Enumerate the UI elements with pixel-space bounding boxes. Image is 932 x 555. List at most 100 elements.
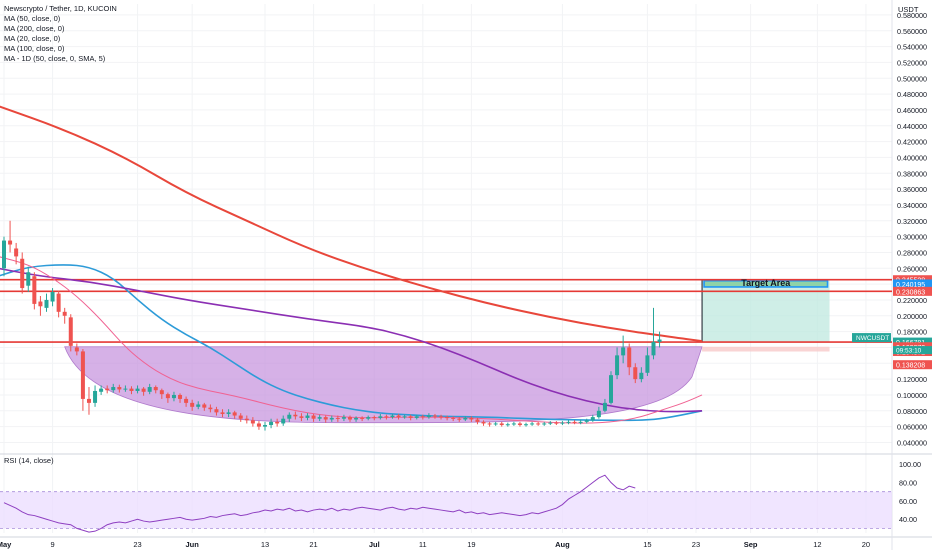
candle-body: [390, 415, 395, 418]
candle-body: [487, 423, 492, 425]
symbol-tag-box: [852, 333, 891, 343]
time-tick-label: 23: [133, 540, 141, 549]
candle-body: [111, 387, 116, 391]
stop-zone: [702, 346, 830, 352]
price-tick-label: 0.200000: [897, 312, 927, 321]
candle-body: [80, 351, 85, 399]
candle-body: [123, 388, 128, 390]
candle-body: [232, 412, 237, 416]
candle-body: [159, 390, 164, 395]
candle-body: [548, 422, 553, 424]
candle-body: [135, 388, 140, 391]
candle-body: [275, 421, 280, 424]
candle-body: [524, 424, 529, 426]
candle-body: [220, 412, 225, 414]
candle-body: [402, 416, 407, 418]
symbol-tag: NWCUSDT: [856, 335, 889, 342]
candle-body: [463, 417, 468, 420]
candle-body: [517, 423, 522, 426]
candle-body: [178, 394, 183, 399]
price-tags: 0.2455280.2401950.2308630.1667810.160872…: [852, 275, 932, 370]
candle-body: [62, 311, 67, 316]
candle-body: [420, 416, 425, 418]
candle-body: [147, 387, 152, 392]
price-tag-box: [893, 337, 932, 347]
candle-body: [445, 417, 450, 419]
candle-body: [505, 424, 510, 426]
target-zone: [702, 279, 830, 343]
price-tick-label: 0.320000: [897, 217, 927, 226]
time-tick-label: 11: [419, 540, 427, 549]
candle-body: [633, 367, 638, 380]
chart-title: Newscrypto / Tether, 1D, KUCOIN: [4, 4, 117, 13]
time-tick-label: May: [0, 540, 12, 549]
candle-body: [214, 409, 219, 413]
candle-body: [657, 339, 662, 342]
trade-box: [701, 279, 830, 352]
candle-body: [335, 417, 340, 419]
rsi-tick-label: 100.00: [899, 460, 921, 469]
rsi-line: [3, 474, 636, 533]
candle-body: [256, 423, 261, 427]
candle-body: [68, 317, 73, 346]
price-tag-label: 0.230863: [896, 289, 925, 296]
indicator-ma200[interactable]: MA (200, close, 0): [4, 24, 65, 33]
candle-body: [451, 417, 456, 419]
price-tick-label: 0.480000: [897, 90, 927, 99]
candle-body: [238, 415, 243, 419]
candle-body: [171, 394, 176, 399]
candle-body: [602, 402, 607, 411]
candle-body: [305, 415, 310, 418]
candle-body: [572, 421, 577, 423]
indicator-ma-1d[interactable]: MA - 1D (50, close, 0, SMA, 5): [4, 54, 106, 63]
candle-body: [208, 407, 213, 410]
time-tick-label: Sep: [744, 540, 758, 549]
indicator-ma50[interactable]: MA (50, close, 0): [4, 14, 61, 23]
time-tick-label: 9: [50, 540, 54, 549]
indicator-ma20[interactable]: MA (20, close, 0): [4, 34, 61, 43]
time-tick-label: 12: [813, 540, 821, 549]
candle-body: [536, 423, 541, 425]
price-tick-label: 0.340000: [897, 201, 927, 210]
candle-body: [293, 414, 298, 417]
target-area-box[interactable]: [703, 279, 829, 288]
rsi-title: RSI (14, close): [4, 456, 54, 465]
candle-body: [609, 375, 613, 403]
candle-body: [165, 394, 170, 399]
price-tick-label: 0.100000: [897, 391, 927, 400]
candle-body: [226, 412, 231, 414]
price-tick-label: 0.580000: [897, 11, 927, 20]
price-axis[interactable]: 0.040000 0.060000 0.080000 0.100000 0.120000…: [897, 11, 927, 524]
price-tick-label: 0.040000: [897, 438, 927, 447]
price-tick-label: 0.120000: [897, 375, 927, 384]
candle-body: [202, 404, 207, 408]
price-tick-label: 0.560000: [897, 27, 927, 36]
price-tick-label: 0.280000: [897, 248, 927, 257]
cup-shape: [64, 346, 703, 424]
chart-legend: Newscrypto / Tether, 1D, KUCOIN MA (50, …: [4, 4, 117, 64]
candle-body: [105, 388, 110, 391]
price-tag-box: [893, 286, 932, 296]
candle-body: [2, 240, 6, 269]
time-axis[interactable]: May 9 23 Jun 13 21 Jul 11 19 Aug 15 23 Sep 12 20: [0, 540, 870, 549]
candle-body: [250, 420, 255, 424]
price-tag-box: [893, 279, 932, 289]
candle-body: [475, 419, 480, 422]
candle-body: [86, 398, 91, 403]
candle-body: [299, 416, 304, 418]
time-tick-label: Aug: [555, 540, 570, 549]
candle-body: [366, 417, 371, 419]
candle-body: [578, 421, 583, 423]
horizontal-levels: [0, 278, 892, 343]
time-tick-label: Jul: [369, 540, 380, 549]
indicator-ma100[interactable]: MA (100, close, 0): [4, 44, 65, 53]
candle-body: [432, 415, 437, 417]
candle-body: [384, 416, 389, 418]
candle-body: [317, 417, 322, 419]
price-tick-label: 0.080000: [897, 407, 927, 416]
candle-body: [457, 418, 462, 420]
candle-body: [347, 417, 352, 420]
candle-body: [141, 388, 146, 392]
candle-body: [414, 416, 419, 418]
